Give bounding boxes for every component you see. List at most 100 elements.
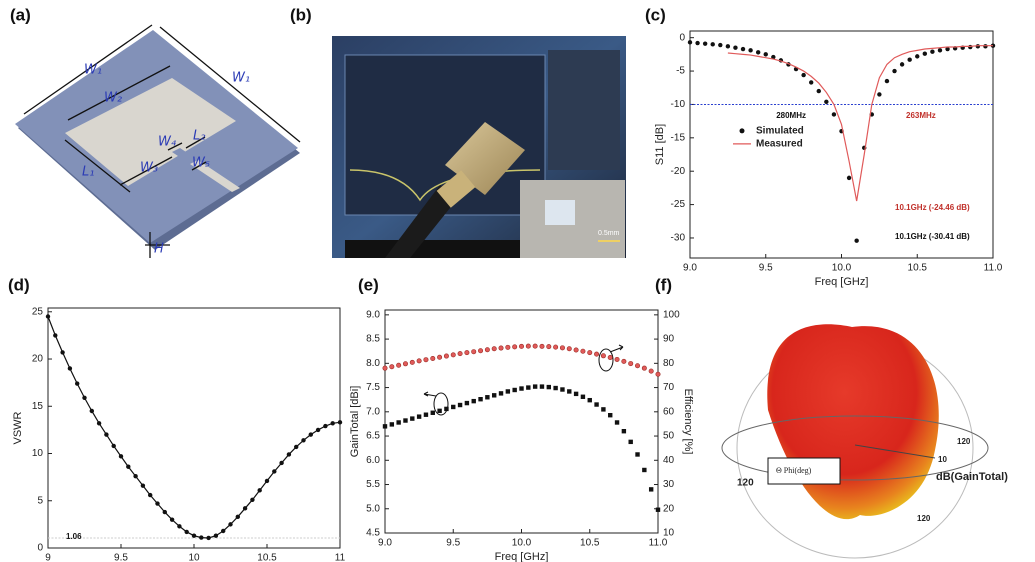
- marker: [383, 366, 387, 370]
- marker: [155, 501, 159, 505]
- annotation: 10.1GHz (-24.46 dB): [895, 203, 970, 212]
- marker: [163, 510, 167, 514]
- y-tick-label: 0: [37, 543, 43, 554]
- marker: [726, 44, 730, 48]
- x-axis-title: Freq [GHz]: [815, 276, 869, 288]
- marker: [642, 366, 646, 370]
- marker: [431, 356, 435, 360]
- marker: [519, 386, 523, 390]
- marker: [478, 349, 482, 353]
- pattern-label: 120: [737, 478, 754, 489]
- marker: [854, 239, 858, 243]
- y-tick-label: 0: [679, 32, 685, 43]
- pattern-label: Θ Phi(deg): [776, 466, 812, 475]
- marker: [983, 44, 987, 48]
- marker: [930, 49, 934, 53]
- dimension-label: L₂: [193, 129, 205, 144]
- marker: [485, 395, 489, 399]
- marker: [417, 414, 421, 418]
- y-tick-label: 20: [32, 354, 44, 365]
- marker: [499, 391, 503, 395]
- x-tick-label: 9.5: [759, 263, 773, 274]
- y-tick-label: 25: [32, 306, 44, 317]
- x-tick-label: 10.0: [512, 538, 532, 549]
- marker: [764, 52, 768, 56]
- marker: [301, 438, 305, 442]
- marker: [279, 461, 283, 465]
- y-axis-title: GainTotal [dBi]: [349, 386, 361, 458]
- x-tick-label: 10.5: [257, 553, 277, 562]
- marker: [615, 420, 619, 424]
- marker: [741, 47, 745, 51]
- marker: [478, 397, 482, 401]
- marker: [338, 420, 342, 424]
- y2-axis-title: Efficiency [%]: [682, 389, 694, 455]
- marker: [907, 58, 911, 62]
- marker: [228, 522, 232, 526]
- marker: [695, 41, 699, 45]
- marker: [287, 452, 291, 456]
- marker: [126, 465, 130, 469]
- marker: [900, 62, 904, 66]
- marker: [170, 517, 174, 521]
- marker: [656, 508, 660, 512]
- marker: [485, 348, 489, 352]
- marker: [444, 354, 448, 358]
- marker: [629, 361, 633, 365]
- marker: [567, 389, 571, 393]
- marker: [574, 392, 578, 396]
- marker: [451, 405, 455, 409]
- marker: [236, 515, 240, 519]
- marker: [615, 357, 619, 361]
- y2-tick-label: 90: [663, 334, 675, 345]
- y-tick-label: 5: [37, 495, 43, 506]
- marker: [431, 411, 435, 415]
- marker: [104, 432, 108, 436]
- marker: [133, 474, 137, 478]
- marker: [437, 409, 441, 413]
- marker: [581, 395, 585, 399]
- panel-label: (f): [655, 275, 672, 294]
- marker: [294, 445, 298, 449]
- series-line: [728, 46, 993, 201]
- marker: [540, 344, 544, 348]
- legend-label: Measured: [756, 139, 803, 150]
- y-tick-label: 9.0: [366, 309, 380, 320]
- marker: [403, 418, 407, 422]
- y-tick-label: 7.0: [366, 406, 380, 417]
- marker: [221, 529, 225, 533]
- pattern-label: 120: [917, 514, 931, 523]
- dimension-label: W₁: [232, 71, 250, 86]
- marker: [847, 176, 851, 180]
- figure: (a) (b) (c) (d) (e) (f) W₁ W₁ W₂ L₁ W₃ W…: [0, 0, 1035, 562]
- panel-label: (c): [645, 5, 666, 24]
- y-tick-label: -30: [671, 233, 686, 244]
- x-tick-label: 9.5: [114, 553, 128, 562]
- dimension-label: W₃: [140, 161, 158, 176]
- marker: [390, 422, 394, 426]
- marker: [465, 350, 469, 354]
- marker: [560, 387, 564, 391]
- marker: [809, 80, 813, 84]
- x-tick-label: 9.0: [683, 263, 697, 274]
- panel-label: (b): [290, 5, 312, 24]
- marker: [458, 403, 462, 407]
- y-tick-label: -25: [671, 199, 686, 210]
- marker: [53, 333, 57, 337]
- y-tick-label: 10: [32, 448, 44, 459]
- annotation: 10.1GHz (-30.41 dB): [895, 232, 970, 241]
- marker: [574, 348, 578, 352]
- marker: [82, 396, 86, 400]
- y-tick-label: 15: [32, 401, 44, 412]
- marker: [272, 469, 276, 473]
- marker: [832, 112, 836, 116]
- y2-tick-label: 70: [663, 382, 675, 393]
- dimension-label: W₅: [192, 156, 210, 171]
- marker: [243, 506, 247, 510]
- y2-tick-label: 20: [663, 503, 675, 514]
- marker: [635, 452, 639, 456]
- marker: [756, 50, 760, 54]
- scale-label: 0.5mm: [598, 230, 620, 237]
- x-tick-label: 11: [335, 553, 346, 562]
- pattern-label: 120: [957, 437, 971, 446]
